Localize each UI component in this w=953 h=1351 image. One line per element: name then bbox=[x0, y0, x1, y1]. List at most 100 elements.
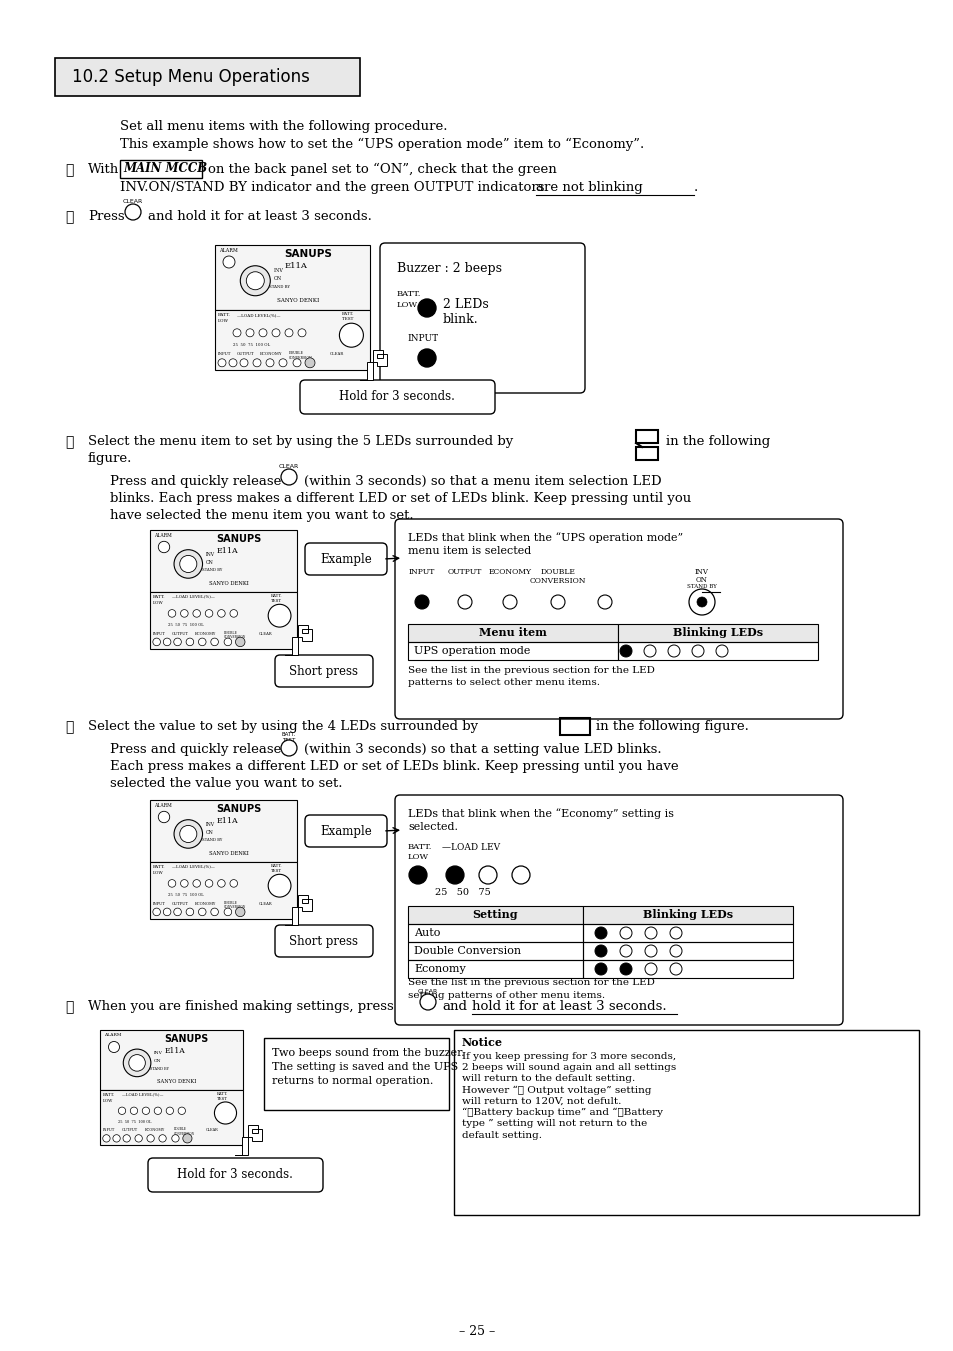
Text: on the back panel set to “ON”, check that the green: on the back panel set to “ON”, check tha… bbox=[208, 163, 557, 176]
Circle shape bbox=[339, 323, 363, 347]
Text: SANUPS: SANUPS bbox=[216, 804, 261, 815]
FancyBboxPatch shape bbox=[395, 519, 842, 719]
Circle shape bbox=[152, 908, 160, 916]
Text: BATT.: BATT. bbox=[271, 863, 282, 867]
Text: and: and bbox=[441, 1000, 467, 1013]
Text: Select the value to set by using the 4 LEDs surrounded by: Select the value to set by using the 4 L… bbox=[88, 720, 477, 734]
Text: BATT.
TEST: BATT. TEST bbox=[281, 732, 296, 743]
Bar bbox=[408, 642, 618, 661]
Bar bbox=[55, 58, 359, 96]
Text: When you are finished making settings, press: When you are finished making settings, p… bbox=[88, 1000, 394, 1013]
Bar bbox=[408, 624, 618, 642]
Text: OUTPUT: OUTPUT bbox=[122, 1128, 138, 1132]
Text: BATT.: BATT. bbox=[152, 594, 166, 598]
Circle shape bbox=[112, 1135, 120, 1142]
Text: ECONOMY: ECONOMY bbox=[194, 632, 216, 636]
Circle shape bbox=[186, 638, 193, 646]
Circle shape bbox=[224, 638, 232, 646]
Text: LEDs that blink when the “UPS operation mode”: LEDs that blink when the “UPS operation … bbox=[408, 532, 682, 543]
Circle shape bbox=[166, 1106, 173, 1115]
Bar bbox=[582, 924, 792, 942]
Text: LOW: LOW bbox=[396, 301, 417, 309]
Text: Menu item: Menu item bbox=[478, 627, 546, 639]
Bar bbox=[264, 1038, 449, 1111]
Circle shape bbox=[217, 609, 225, 617]
Circle shape bbox=[230, 880, 237, 888]
Text: BATT.: BATT. bbox=[396, 290, 421, 299]
Bar bbox=[636, 430, 658, 443]
FancyBboxPatch shape bbox=[305, 815, 387, 847]
Circle shape bbox=[598, 594, 612, 609]
Text: 25  50  75  100 OL: 25 50 75 100 OL bbox=[233, 343, 270, 347]
Circle shape bbox=[230, 609, 237, 617]
Circle shape bbox=[142, 1106, 150, 1115]
Circle shape bbox=[180, 880, 188, 888]
Text: This example shows how to set the “UPS operation mode” item to “Economy”.: This example shows how to set the “UPS o… bbox=[120, 138, 643, 151]
Circle shape bbox=[240, 266, 270, 296]
Circle shape bbox=[193, 880, 200, 888]
Text: Press and quickly release: Press and quickly release bbox=[110, 476, 281, 488]
Circle shape bbox=[168, 880, 175, 888]
Circle shape bbox=[419, 994, 436, 1011]
Text: ③: ③ bbox=[65, 435, 73, 449]
Text: DOUBLE
CONVERSION: DOUBLE CONVERSION bbox=[173, 1127, 195, 1136]
Text: 25   50   75: 25 50 75 bbox=[435, 888, 490, 897]
Circle shape bbox=[258, 328, 267, 336]
Circle shape bbox=[179, 825, 196, 843]
Circle shape bbox=[163, 638, 171, 646]
Circle shape bbox=[619, 963, 631, 975]
Bar bbox=[100, 1090, 242, 1146]
Bar bbox=[150, 862, 297, 919]
Text: Short press: Short press bbox=[289, 665, 358, 677]
Text: SANYO DENKI: SANYO DENKI bbox=[209, 581, 249, 585]
Text: blink.: blink. bbox=[442, 313, 478, 326]
Circle shape bbox=[691, 644, 703, 657]
Text: INV: INV bbox=[206, 551, 214, 557]
Text: LOW: LOW bbox=[218, 319, 229, 323]
Text: INPUT: INPUT bbox=[152, 901, 166, 905]
Text: INV.ON/STAND BY indicator and the green OUTPUT indicators: INV.ON/STAND BY indicator and the green … bbox=[120, 181, 548, 195]
Circle shape bbox=[235, 907, 245, 917]
Circle shape bbox=[669, 927, 681, 939]
Circle shape bbox=[667, 644, 679, 657]
Circle shape bbox=[168, 609, 175, 617]
Polygon shape bbox=[285, 626, 312, 655]
Circle shape bbox=[281, 469, 296, 485]
Text: Auto: Auto bbox=[414, 928, 440, 938]
Text: ALARM: ALARM bbox=[104, 1034, 121, 1038]
Text: setting patterns of other menu items.: setting patterns of other menu items. bbox=[408, 992, 604, 1000]
Text: blinks. Each press makes a different LED or set of LEDs blink. Keep pressing unt: blinks. Each press makes a different LED… bbox=[110, 492, 691, 505]
Circle shape bbox=[595, 944, 606, 957]
Circle shape bbox=[644, 927, 657, 939]
Text: ECONOMY: ECONOMY bbox=[488, 567, 531, 576]
Circle shape bbox=[125, 204, 141, 220]
Text: ALARM: ALARM bbox=[153, 802, 172, 808]
Circle shape bbox=[224, 908, 232, 916]
Text: Example: Example bbox=[320, 824, 372, 838]
Circle shape bbox=[268, 604, 291, 627]
Text: OUTPUT: OUTPUT bbox=[172, 632, 189, 636]
Text: DOUBLE
CONVERSION: DOUBLE CONVERSION bbox=[529, 567, 586, 585]
Text: BATT.: BATT. bbox=[218, 313, 231, 317]
Circle shape bbox=[218, 359, 226, 367]
Circle shape bbox=[297, 328, 306, 336]
Text: ECONOMY: ECONOMY bbox=[145, 1128, 165, 1132]
Circle shape bbox=[669, 963, 681, 975]
Circle shape bbox=[305, 358, 314, 367]
Circle shape bbox=[306, 359, 314, 367]
Text: E11A: E11A bbox=[216, 547, 237, 555]
Text: CLEAR: CLEAR bbox=[417, 989, 437, 994]
Text: Buzzer : 2 beeps: Buzzer : 2 beeps bbox=[396, 262, 501, 276]
Text: STAND BY: STAND BY bbox=[201, 569, 222, 573]
Circle shape bbox=[186, 908, 193, 916]
Text: MAIN MCCB: MAIN MCCB bbox=[123, 162, 207, 176]
Text: Press: Press bbox=[88, 209, 125, 223]
Circle shape bbox=[178, 1106, 185, 1115]
Text: ON: ON bbox=[154, 1059, 161, 1063]
Circle shape bbox=[253, 359, 261, 367]
Text: – 25 –: – 25 – bbox=[458, 1325, 495, 1337]
Text: LOW: LOW bbox=[152, 601, 164, 605]
Text: TEST: TEST bbox=[271, 598, 281, 603]
Text: Each press makes a different LED or set of LEDs blink. Keep pressing until you h: Each press makes a different LED or set … bbox=[110, 761, 678, 773]
Circle shape bbox=[180, 609, 188, 617]
